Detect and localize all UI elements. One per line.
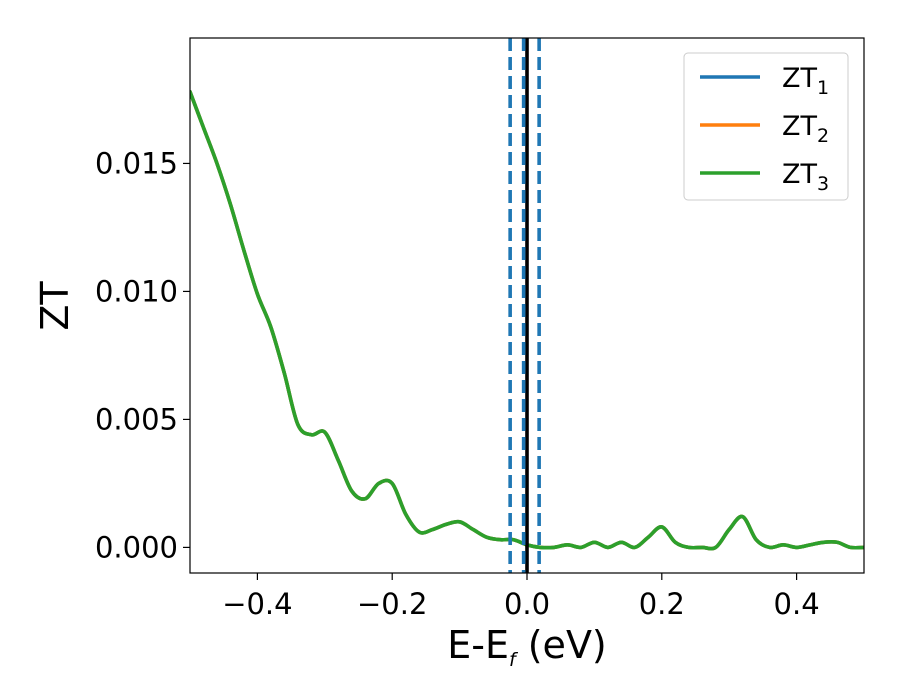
legend-label-3: ZT3 <box>782 159 829 195</box>
x-tick-label: 0.4 <box>774 587 820 621</box>
legend-box <box>683 52 849 201</box>
y-tick-label: 0.005 <box>95 402 178 436</box>
y-axis-label: ZT <box>33 281 77 331</box>
legend-label-1: ZT1 <box>782 63 829 99</box>
y-tick-label: 0.000 <box>95 530 178 564</box>
y-axis: 0.000 0.005 0.010 0.015 <box>95 146 190 564</box>
x-tick-label: −0.4 <box>222 587 292 621</box>
y-tick-label: 0.010 <box>95 274 178 308</box>
x-tick-label: 0.0 <box>504 587 550 621</box>
x-tick-label: 0.2 <box>639 587 685 621</box>
legend: ZT1 ZT2 ZT3 <box>683 52 849 201</box>
x-axis: −0.4 −0.2 0.0 0.2 0.4 <box>222 573 820 621</box>
x-axis-label: E-Ef (eV) <box>447 623 607 671</box>
y-tick-label: 0.015 <box>95 146 178 180</box>
vline-layer <box>508 38 541 573</box>
x-tick-label: −0.2 <box>357 587 427 621</box>
legend-label-2: ZT2 <box>782 111 829 147</box>
